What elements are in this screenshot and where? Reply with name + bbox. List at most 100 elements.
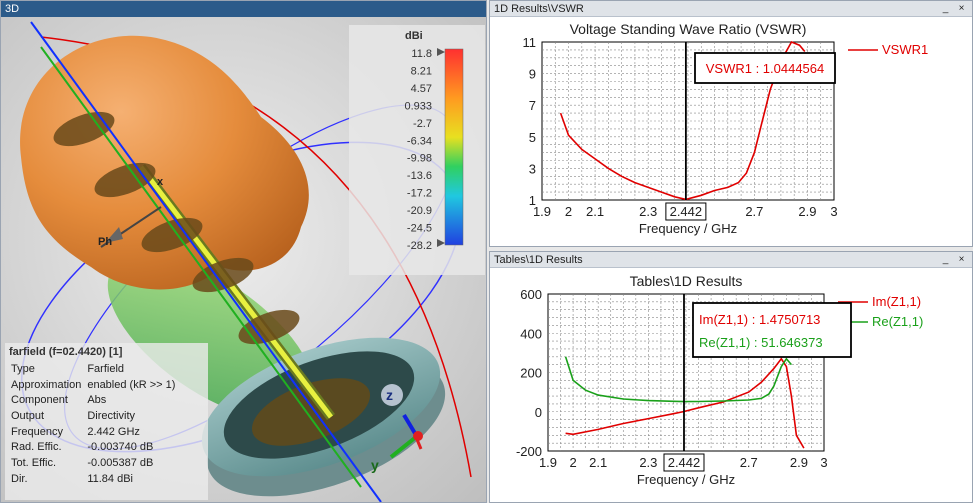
- farfield-3d-scene: Ph x dBi 11.8 8.21 4.57 0.933 -2.7 -6.34 -9.98…: [1, 17, 486, 502]
- colorbar-tick-label: 8.21: [411, 65, 432, 77]
- frequency-marker-box: [665, 202, 707, 221]
- chart-title: Voltage Standing Wave Ratio (VSWR): [570, 21, 807, 37]
- colorbar-tick-label: -20.9: [407, 205, 432, 217]
- info-key: Frequency: [11, 425, 63, 438]
- legend-label: Im(Z1,1): [872, 294, 921, 309]
- colorbar-min-arrow[interactable]: [437, 239, 445, 247]
- marker-value-box: [692, 302, 852, 358]
- main-lobe: [20, 35, 309, 290]
- frequency-marker-label: 2.442: [670, 204, 703, 219]
- legend-label: VSWR1: [882, 42, 928, 57]
- y-tick-label: 9: [529, 67, 536, 82]
- x-tick-label: 1.9: [539, 455, 557, 470]
- series-line-re-z1-1-[interactable]: [564, 356, 793, 403]
- orientation-triad: z y: [371, 384, 423, 473]
- info-value: 11.84 dBi: [87, 472, 133, 485]
- colorbar-tick-label: 11.8: [411, 48, 432, 60]
- info-value: -0.003740 dB: [87, 441, 154, 454]
- marker-value-box: [694, 52, 836, 84]
- marker-value-label: Re(Z1,1) : 51.646373: [699, 335, 823, 350]
- info-row: Output Directivity: [9, 408, 179, 424]
- panel-title-vswr: 1D Results\VSWR _ ×: [490, 1, 972, 17]
- info-key: Dir.: [11, 472, 28, 485]
- info-key: Approximation: [11, 378, 82, 391]
- info-value: enabled (kR >> 1): [87, 378, 176, 391]
- info-key: Type: [11, 362, 35, 375]
- vswr-panel: 1D Results\VSWR _ × Voltage Standing Wav…: [489, 0, 973, 247]
- info-value: 2.442 GHz: [87, 425, 140, 438]
- colorbar-tick-label: 4.57: [411, 83, 432, 95]
- y-tick-label: 400: [520, 326, 542, 341]
- marker-value-label: Im(Z1,1) : 1.4750713: [699, 312, 820, 327]
- colorbar-tick-label: -17.2: [407, 188, 432, 200]
- info-key: Output: [11, 409, 45, 422]
- y-tick-label: 600: [520, 287, 542, 302]
- panel-title-tables-label: Tables\1D Results: [494, 254, 583, 266]
- y-tick-label: 7: [529, 98, 536, 113]
- y-tick-label: -200: [516, 444, 542, 459]
- panel-title-3d-label: 3D: [5, 3, 20, 15]
- y-tick-label: 5: [529, 130, 536, 145]
- colorbar-tick-label: -28.2: [407, 240, 432, 252]
- colorbar-tick-label: -2.7: [413, 118, 432, 130]
- x-tick-label: 2.1: [586, 204, 604, 219]
- phi-arrow-head: [105, 227, 123, 243]
- panel-title-3d: 3D: [1, 1, 486, 17]
- y-tick-label: 3: [529, 161, 536, 176]
- triad-z-label: z: [386, 387, 393, 403]
- colorbar-unit: dBi: [405, 30, 423, 42]
- close-button[interactable]: ×: [958, 3, 965, 14]
- x-tick-label: 2: [569, 455, 576, 470]
- info-row: Approximation enabled (kR >> 1): [9, 377, 179, 393]
- triad-y-label: y: [371, 457, 379, 473]
- y-tick-label: 200: [520, 366, 542, 381]
- series-line-im-z1-1-[interactable]: [565, 357, 805, 449]
- info-value: -0.005387 dB: [87, 456, 154, 469]
- panel-title-tables: Tables\1D Results _ ×: [490, 252, 972, 268]
- farfield-info-header: farfield (f=02.4420) [1]: [9, 346, 123, 358]
- farfield-3d-viewport[interactable]: Ph x dBi 11.8 8.21 4.57 0.933 -2.7 -6.34 -9.98…: [1, 17, 486, 502]
- colorbar-tick-label: -13.6: [407, 170, 432, 182]
- x-tick-label: 2.7: [740, 455, 758, 470]
- y-tick-label: 0: [535, 405, 542, 420]
- vswr-chart: Voltage Standing Wave Ratio (VSWR) 1.9 2 2.…: [523, 21, 929, 236]
- colorbar-backdrop: [349, 25, 485, 275]
- colorbar-max-arrow[interactable]: [437, 48, 445, 56]
- minimize-button[interactable]: _: [942, 3, 949, 14]
- info-value: Abs: [87, 394, 107, 407]
- x-tick-label: 2.3: [639, 455, 657, 470]
- x-axis-label: x: [157, 176, 164, 188]
- colorbar-ticks: 11.8 8.21 4.57 0.933 -2.7 -6.34 -9.98 -13.6 -17.…: [404, 48, 432, 252]
- phi-label: Ph: [98, 236, 112, 248]
- close-button[interactable]: ×: [958, 254, 965, 265]
- global-z-axis: [30, 21, 382, 502]
- info-key: Rad. Effic.: [11, 441, 62, 454]
- colorbar-tick-label: -6.34: [407, 135, 432, 147]
- farfield-info-box: farfield (f=02.4420) [1] Type Farfield App…: [5, 343, 208, 500]
- y-tick-label: 1: [529, 193, 536, 208]
- info-key: Tot. Effic.: [11, 456, 57, 469]
- tables-panel: Tables\1D Results _ × Tables\1D Results 1…: [489, 251, 973, 503]
- x-tick-label: 2.1: [589, 455, 607, 470]
- x-axis-label: Frequency / GHz: [639, 221, 737, 236]
- info-row: Tot. Effic. -0.005387 dB: [9, 455, 179, 471]
- info-row: Component Abs: [9, 392, 179, 408]
- x-tick-label: 2.7: [745, 204, 763, 219]
- x-tick-label: 1.9: [533, 204, 551, 219]
- impedance-chart: Tables\1D Results 1.9 2 2.1 2.3 2.7 2.9 3 -200 0 2…: [516, 273, 923, 487]
- colorbar-gradient: [444, 48, 464, 246]
- info-row: Rad. Effic. -0.003740 dB: [9, 439, 179, 455]
- info-row: Frequency 2.442 GHz: [9, 424, 179, 440]
- legend-label: Re(Z1,1): [872, 314, 923, 329]
- frequency-marker-label: 2.442: [668, 455, 701, 470]
- info-value: Farfield: [87, 362, 125, 375]
- panel-title-vswr-label: 1D Results\VSWR: [494, 3, 584, 15]
- y-tick-label: 11: [523, 35, 537, 50]
- minimize-button[interactable]: _: [942, 254, 949, 265]
- x-tick-label: 2: [565, 204, 572, 219]
- info-row: Dir. 11.84 dBi: [9, 471, 179, 487]
- x-tick-label: 3: [830, 204, 837, 219]
- frequency-marker-box: [663, 453, 705, 472]
- x-tick-label: 3: [820, 455, 827, 470]
- x-axis-label: Frequency / GHz: [637, 472, 735, 487]
